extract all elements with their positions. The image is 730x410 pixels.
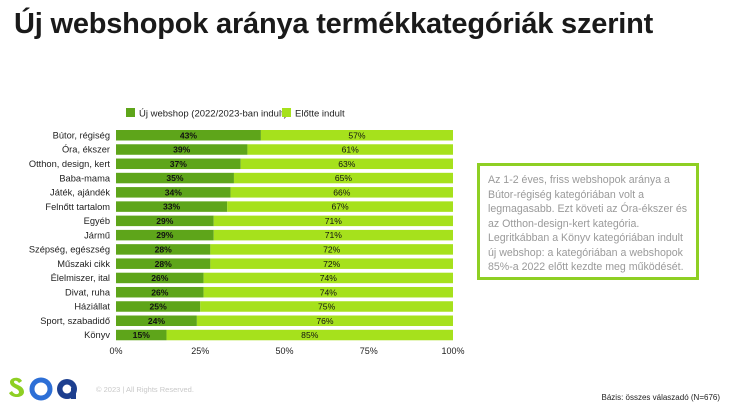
- data-label-muszaki-cikk-new: 28%: [155, 259, 173, 269]
- copyright-text: © 2023 | All Rights Reserved.: [96, 385, 194, 394]
- bar-butor-regiseg-new: [116, 130, 261, 141]
- bar-konyv-old: [166, 329, 454, 341]
- data-label-jarmu-old: 71%: [325, 230, 343, 240]
- legend-label-2: Előtte indult: [295, 109, 345, 120]
- category-label-egyeb: Egyéb: [84, 216, 110, 226]
- basis-text: Bázis: összes válaszadó (N=676): [601, 393, 721, 402]
- data-label-divat-ruha-new: 26%: [151, 287, 169, 297]
- data-label-ora-ekszer-old: 61%: [342, 145, 360, 155]
- bar-konyv-new: [116, 329, 167, 341]
- bar-haziallat-old: [200, 301, 453, 312]
- data-label-butor-regiseg-old: 57%: [348, 130, 366, 140]
- category-label-baba-mama: Baba-mama: [59, 173, 110, 183]
- data-label-szepseg-egeszseg-old: 72%: [323, 245, 341, 255]
- legend-swatch-1: [126, 108, 135, 117]
- bar-baba-mama-new: [116, 172, 234, 184]
- data-label-haziallat-new: 25%: [150, 302, 168, 312]
- category-label-felnott-tartalom: Felnőtt tartalom: [45, 202, 110, 212]
- bar-felnott-tartalom-new: [116, 201, 228, 212]
- x-tick-label-2: 25%: [191, 346, 209, 356]
- data-label-felnott-tartalom-new: 33%: [163, 202, 181, 212]
- category-label-divat-ruha: Divat, ruha: [65, 287, 111, 297]
- x-tick-label-3: 50%: [275, 346, 293, 356]
- note-text: Az 1-2 éves, friss webshopok aránya a Bú…: [488, 174, 688, 273]
- bar-ora-ekszer-new: [116, 144, 248, 155]
- bar-szepseg-egeszseg-old: [210, 244, 453, 255]
- data-label-jarmu-new: 29%: [156, 230, 174, 240]
- bar-muszaki-cikk-new: [116, 258, 211, 269]
- data-label-haziallat-old: 75%: [318, 302, 336, 312]
- category-label-konyv: Könyv: [84, 330, 110, 340]
- bar-szepseg-egeszseg-new: [116, 244, 211, 255]
- data-label-elelmiszer-ital-new: 26%: [151, 273, 169, 283]
- data-label-egyeb-old: 71%: [325, 216, 343, 226]
- category-label-haziallat: Háziállat: [74, 302, 110, 312]
- data-label-szepseg-egeszseg-new: 28%: [155, 245, 173, 255]
- data-label-felnott-tartalom-old: 67%: [332, 202, 350, 212]
- note-callout: Az 1-2 éves, friss webshopok aránya a Bú…: [477, 163, 699, 280]
- data-label-otthon-design-kert-old: 63%: [338, 159, 356, 169]
- bar-jatek-ajandek-new: [116, 187, 231, 198]
- category-label-elelmiszer-ital: Élelmiszer, ital: [51, 273, 110, 283]
- bar-divat-ruha-old: [203, 286, 453, 298]
- bar-sport-szabadido-old: [196, 315, 453, 327]
- bar-otthon-design-kert-old: [240, 158, 453, 170]
- bar-jarmu-new: [116, 229, 214, 241]
- legend-label-1: Új webshop (2022/2023-ban indult): [139, 109, 287, 120]
- bar-muszaki-cikk-old: [210, 258, 453, 269]
- brand-logo: [6, 374, 86, 407]
- bar-egyeb-new: [116, 215, 214, 227]
- bar-divat-ruha-new: [116, 286, 204, 298]
- category-label-szepseg-egeszseg: Szépség, egészség: [29, 245, 110, 255]
- legend-swatch-2: [282, 108, 291, 117]
- data-label-jatek-ajandek-new: 34%: [165, 187, 183, 197]
- data-label-butor-regiseg-new: 43%: [180, 130, 198, 140]
- category-label-muszaki-cikk: Műszaki cikk: [57, 259, 110, 269]
- category-label-sport-szabadido: Sport, szabadidő: [40, 316, 110, 326]
- category-label-butor-regiseg: Bútor, régiség: [53, 130, 110, 140]
- data-label-divat-ruha-old: 74%: [320, 287, 338, 297]
- bar-elelmiszer-ital-new: [116, 272, 204, 284]
- x-tick-label-4: 75%: [360, 346, 378, 356]
- data-label-konyv-old: 85%: [301, 330, 319, 340]
- bar-jarmu-old: [213, 229, 453, 241]
- category-label-jatek-ajandek: Játék, ajándék: [50, 188, 110, 198]
- data-label-jatek-ajandek-old: 66%: [333, 187, 351, 197]
- bar-sport-szabadido-new: [116, 315, 197, 327]
- data-label-muszaki-cikk-old: 72%: [323, 259, 341, 269]
- data-label-baba-mama-old: 65%: [335, 173, 353, 183]
- category-label-otthon-design-kert: Otthon, design, kert: [29, 159, 111, 169]
- bar-egyeb-old: [213, 215, 453, 227]
- x-tick-label-5: 100%: [441, 346, 464, 356]
- data-label-konyv-new: 15%: [133, 330, 151, 340]
- data-label-elelmiszer-ital-old: 74%: [320, 273, 338, 283]
- data-label-otthon-design-kert-new: 37%: [170, 159, 188, 169]
- bar-butor-regiseg-old: [260, 130, 453, 141]
- bar-jatek-ajandek-old: [230, 187, 453, 198]
- category-label-ora-ekszer: Óra, ékszer: [62, 145, 110, 155]
- page-title: Új webshopok aránya termékkategóriák sze…: [14, 8, 654, 40]
- bar-ora-ekszer-old: [247, 144, 453, 155]
- bar-haziallat-new: [116, 301, 201, 312]
- data-label-ora-ekszer-new: 39%: [173, 145, 191, 155]
- bar-otthon-design-kert-new: [116, 158, 241, 170]
- category-label-jarmu: Jármű: [84, 230, 110, 240]
- data-label-sport-szabadido-new: 24%: [148, 316, 166, 326]
- data-label-sport-szabadido-old: 76%: [316, 316, 334, 326]
- data-label-egyeb-new: 29%: [156, 216, 174, 226]
- bar-baba-mama-old: [233, 172, 453, 184]
- bar-felnott-tartalom-old: [227, 201, 453, 212]
- x-tick-label-1: 0%: [109, 346, 122, 356]
- data-label-baba-mama-new: 35%: [166, 173, 184, 183]
- bar-elelmiszer-ital-old: [203, 272, 453, 284]
